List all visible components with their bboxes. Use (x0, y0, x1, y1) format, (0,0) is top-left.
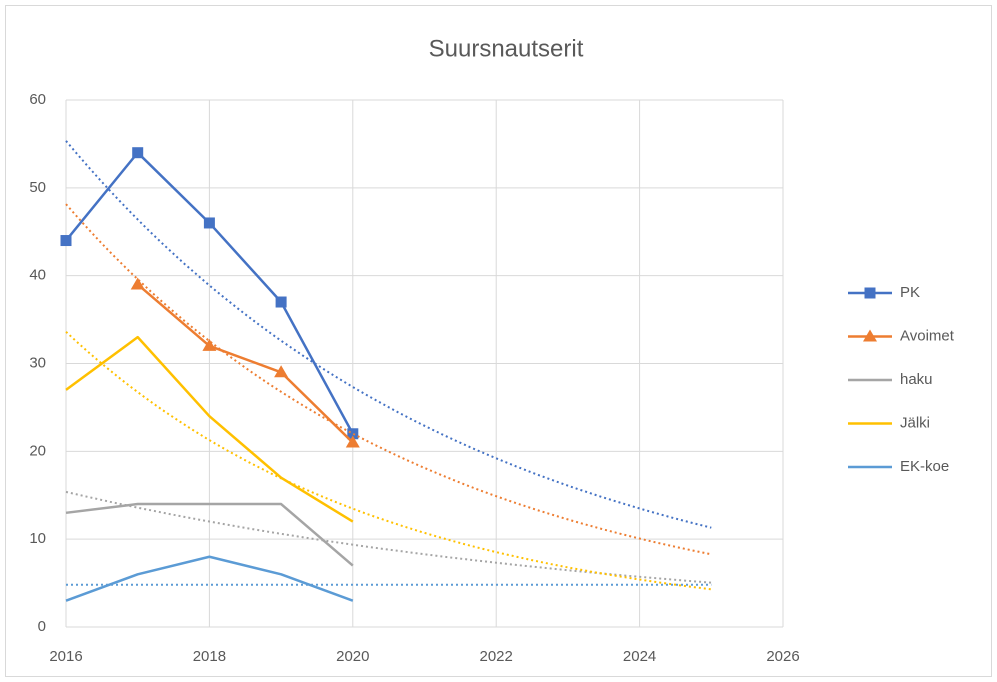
marker (345, 435, 360, 448)
legend-label: PK (900, 284, 920, 301)
marker (202, 338, 217, 351)
marker (347, 428, 359, 440)
legend-label: Jälki (900, 414, 930, 431)
y-tick-label: 10 (29, 530, 46, 547)
y-tick-label: 60 (29, 91, 46, 108)
trendline (65, 490, 712, 584)
x-tick-label: 2016 (49, 648, 82, 665)
trendline (65, 140, 712, 529)
y-tick-label: 50 (29, 179, 46, 196)
y-tick-label: 0 (38, 618, 46, 635)
marker (275, 296, 287, 308)
x-tick-label: 2026 (766, 648, 799, 665)
chart-title: Suursnautserit (429, 35, 584, 62)
marker (60, 235, 72, 247)
legend-marker (863, 329, 877, 342)
y-tick-label: 40 (29, 267, 46, 284)
series-line (136, 283, 354, 444)
legend-label: EK-koe (900, 458, 949, 475)
marker (130, 277, 145, 290)
marker (274, 365, 289, 378)
x-tick-label: 2020 (336, 648, 369, 665)
x-tick-label: 2022 (480, 648, 513, 665)
series-line (65, 335, 354, 523)
chart-border (5, 5, 992, 677)
series-line (65, 555, 354, 602)
x-tick-label: 2024 (623, 648, 656, 665)
legend-label: haku (900, 371, 933, 388)
x-tick-label: 2018 (193, 648, 226, 665)
y-tick-label: 30 (29, 354, 46, 371)
legend-label: Avoimet (900, 327, 955, 344)
series-line (65, 502, 354, 567)
marker (203, 217, 215, 229)
y-tick-label: 20 (29, 442, 46, 459)
marker (132, 147, 144, 159)
legend-marker (864, 287, 876, 299)
